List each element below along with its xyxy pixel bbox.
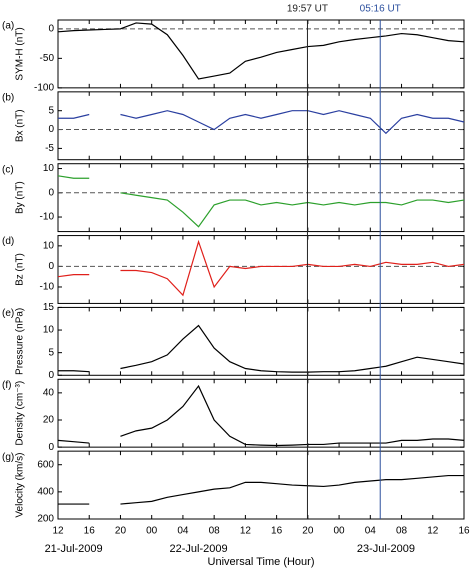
date-label: 23-Jul-2009 [357,543,415,555]
data-line [57,175,465,228]
y-tick-label: 0 [48,23,54,34]
x-tick-label: 00 [146,526,158,537]
y-tick-label: 15 [43,302,55,313]
date-label: 22-Jul-2009 [169,543,227,555]
y-tick-label: -10 [40,282,55,293]
panel-frame [57,306,465,376]
panel-label: (f) [2,380,11,391]
panel-frame [57,91,465,161]
data-line [58,324,465,373]
event-label: 05:16 UT [360,4,401,15]
x-tick-label: 16 [458,526,470,537]
y-tick-label: -50 [40,53,55,64]
y-tick-label: -10 [40,212,55,223]
x-tick-label: 16 [271,526,283,537]
x-tick-label: 04 [177,526,189,537]
date-label: 21-Jul-2009 [45,543,103,555]
panel-label: (c) [2,164,14,175]
y-tick-label: 0 [48,261,54,272]
y-axis-label: SYM-H (nT) [15,27,26,80]
data-line [57,239,465,297]
y-tick-label: 5 [48,105,54,116]
panel-frame [57,450,465,520]
data-line [57,384,465,447]
y-tick-label: 0 [48,442,54,453]
x-tick-label: 16 [84,526,96,537]
y-axis-label: Bx (nT) [15,109,26,142]
panel-label: (b) [2,92,14,103]
x-tick-label: 20 [302,526,314,537]
y-tick-label: 0 [48,370,54,381]
y-tick-label: 10 [43,325,55,336]
y-tick-label: 200 [37,514,54,525]
panel-label: (g) [2,452,14,463]
y-axis-label: Bz (nT) [15,253,26,286]
y-tick-label: 40 [43,387,55,398]
y-tick-label: 600 [37,459,54,470]
data-line [58,474,464,505]
x-tick-label: 04 [365,526,377,537]
x-tick-label: 12 [52,526,64,537]
x-tick-label: 08 [209,526,221,537]
y-axis-label: Density (cm⁻³) [15,381,26,446]
y-tick-label: 0 [48,124,54,135]
y-tick-label: 10 [43,163,55,174]
y-tick-label: 10 [43,240,55,251]
y-tick-label: 5 [48,347,54,358]
x-tick-label: 20 [115,526,127,537]
y-tick-label: 20 [43,415,55,426]
panel-frame [57,19,465,89]
panel-label: (a) [2,21,14,32]
y-tick-label: -5 [45,143,54,154]
panel-frame [57,378,465,448]
panel-label: (d) [2,236,14,247]
y-axis-label: By (nT) [15,181,26,214]
x-tick-label: 12 [427,526,439,537]
x-tick-label: 00 [334,526,346,537]
y-tick-label: -100 [34,82,54,93]
data-line [58,110,465,135]
y-tick-label: 0 [48,187,54,198]
y-tick-label: 400 [37,486,54,497]
event-label: 19:57 UT [287,4,328,15]
data-line [57,22,465,80]
panel-frame [57,235,465,304]
y-axis-label: Pressure (nPa) [15,308,26,375]
panel-frame [57,163,465,233]
y-axis-label: Velocity (km/s) [15,453,26,518]
x-tick-label: 08 [396,526,408,537]
panel-label: (e) [2,308,14,319]
x-axis-label: Universal Time (Hour) [208,556,315,568]
x-tick-label: 12 [240,526,252,537]
